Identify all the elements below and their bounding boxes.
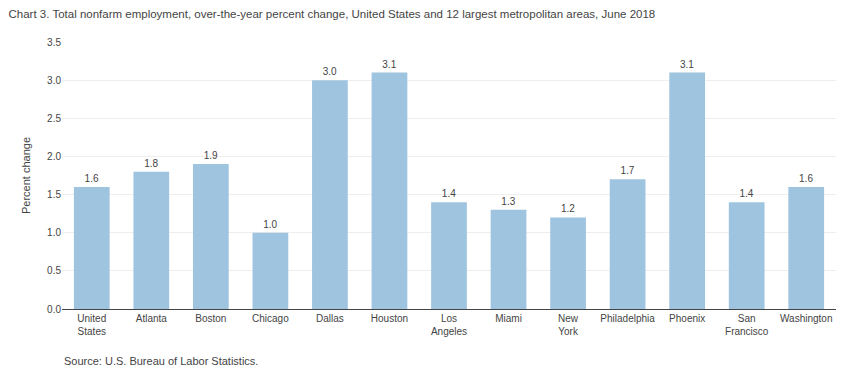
svg-text:3.0: 3.0 [323, 66, 337, 77]
svg-text:3.0: 3.0 [47, 75, 61, 86]
svg-text:SanFrancisco: SanFrancisco [725, 313, 769, 337]
svg-text:1.0: 1.0 [263, 219, 277, 230]
svg-text:0.0: 0.0 [47, 304, 61, 315]
svg-text:2.5: 2.5 [47, 113, 61, 124]
svg-text:Percent change: Percent change [20, 137, 32, 214]
svg-text:1.2: 1.2 [561, 203, 575, 214]
svg-text:1.0: 1.0 [47, 227, 61, 238]
svg-text:Houston: Houston [371, 313, 408, 324]
svg-text:1.3: 1.3 [501, 196, 515, 207]
svg-text:1.8: 1.8 [144, 158, 158, 169]
svg-text:Miami: Miami [495, 313, 522, 324]
svg-text:1.9: 1.9 [204, 150, 218, 161]
svg-text:1.6: 1.6 [799, 173, 813, 184]
svg-text:Chart 3. Total nonfarm employm: Chart 3. Total nonfarm employment, over-… [9, 8, 656, 20]
svg-text:3.5: 3.5 [47, 37, 61, 48]
svg-text:Boston: Boston [195, 313, 226, 324]
svg-text:Phoenix: Phoenix [669, 313, 705, 324]
svg-text:NewYork: NewYork [558, 313, 579, 337]
svg-text:Source: U.S. Bureau of Labor S: Source: U.S. Bureau of Labor Statistics. [64, 355, 258, 367]
svg-text:0.5: 0.5 [47, 265, 61, 276]
svg-text:Dallas: Dallas [316, 313, 344, 324]
svg-text:3.1: 3.1 [680, 59, 694, 70]
svg-text:UnitedStates: UnitedStates [77, 313, 106, 337]
svg-text:1.4: 1.4 [442, 188, 456, 199]
svg-text:1.5: 1.5 [47, 189, 61, 200]
svg-text:Atlanta: Atlanta [136, 313, 168, 324]
svg-text:Philadelphia: Philadelphia [600, 313, 655, 324]
svg-text:1.6: 1.6 [85, 173, 99, 184]
svg-text:Chicago: Chicago [252, 313, 289, 324]
svg-text:3.1: 3.1 [382, 59, 396, 70]
svg-text:1.7: 1.7 [620, 165, 634, 176]
svg-text:1.4: 1.4 [740, 188, 754, 199]
svg-text:LosAngeles: LosAngeles [431, 313, 467, 337]
svg-text:Washington: Washington [780, 313, 832, 324]
svg-text:2.0: 2.0 [47, 151, 61, 162]
